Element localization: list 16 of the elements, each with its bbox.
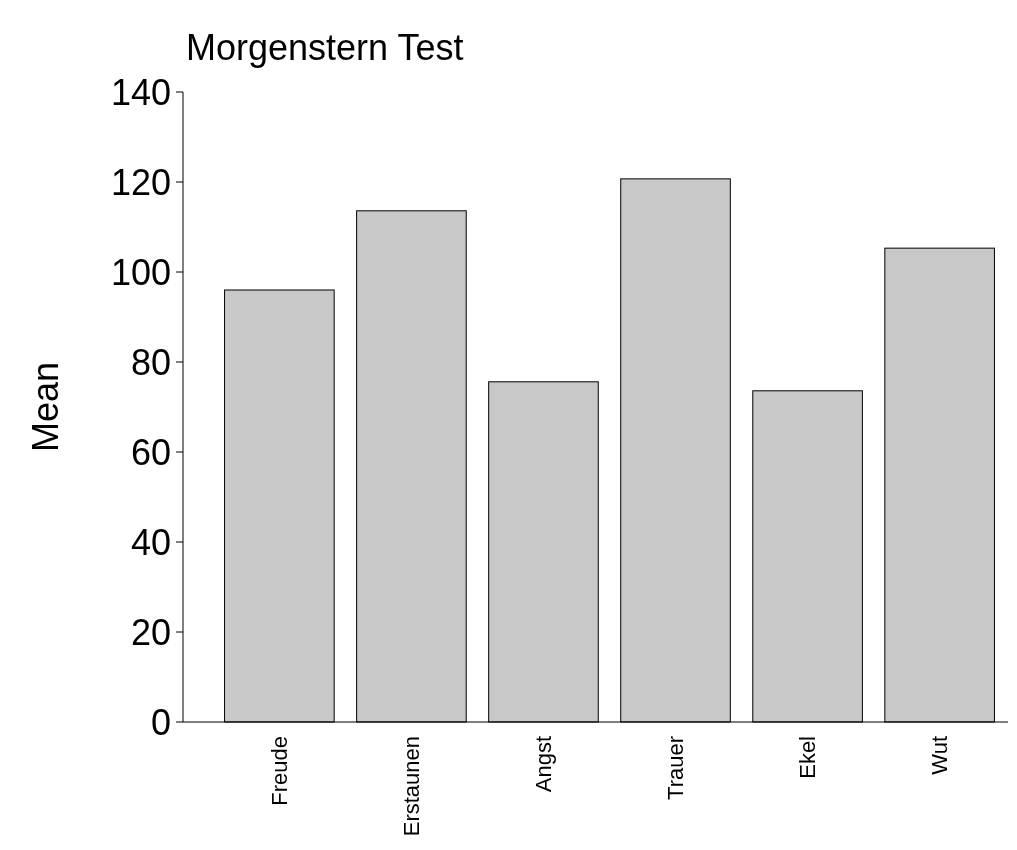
x-tick-label: Ekel [795,736,821,779]
y-axis-title: Mean [25,361,66,453]
y-tick-label: 100 [110,251,171,293]
y-tick-label: 0 [150,701,171,743]
x-tick-label: Trauer [663,736,689,800]
y-tick-label: 40 [130,521,171,563]
y-tick-label: 140 [110,71,171,113]
y-tick-label: 80 [130,341,171,383]
y-tick-label: 120 [110,161,171,203]
y-tick-label: 20 [130,611,171,653]
x-tick-label: Angst [531,736,557,793]
x-tick-label: Erstaunen [399,736,425,837]
chart-title: Morgenstern Test [186,27,464,68]
x-tick-label: Freude [267,736,293,806]
y-tick-label: 60 [130,431,171,473]
x-tick-label: Wut [927,736,953,775]
